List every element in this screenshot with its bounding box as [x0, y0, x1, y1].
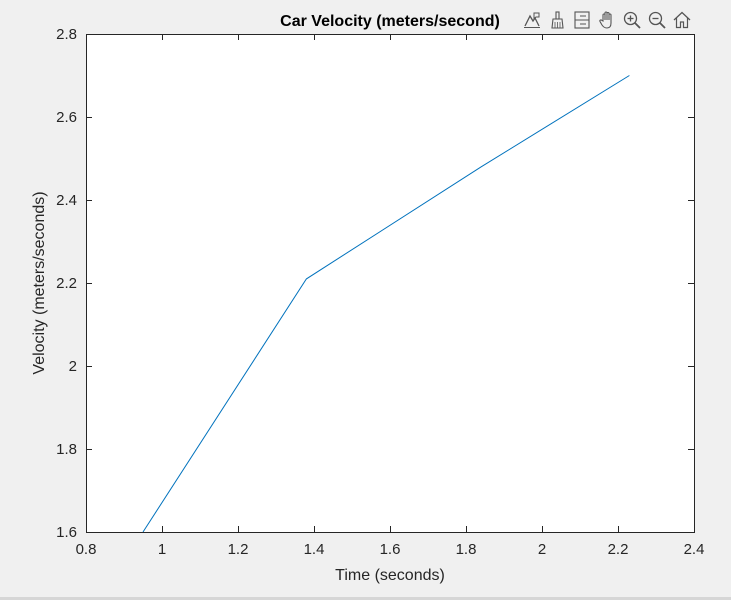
- x-tick-label: 0.8: [76, 541, 97, 558]
- x-tick-label: 2.2: [608, 541, 629, 558]
- zoom-out-button[interactable]: [645, 8, 669, 32]
- zoom-in-icon: [623, 11, 641, 29]
- x-tick-label: 1.8: [456, 541, 477, 558]
- x-tick-label: 1: [158, 541, 166, 558]
- zoom-out-icon: [648, 11, 666, 29]
- y-tick-label: 2.4: [56, 192, 77, 209]
- x-tick-label: 2: [538, 541, 546, 558]
- data-tips-icon: [524, 12, 540, 28]
- y-tick-label: 1.6: [56, 524, 77, 541]
- data-tips-button[interactable]: [520, 8, 544, 32]
- x-tick-label: 1.4: [304, 541, 325, 558]
- axes-background[interactable]: [86, 34, 694, 532]
- zoom-in-button[interactable]: [620, 8, 644, 32]
- series-line: [142, 75, 630, 533]
- y-tick-label: 2.6: [56, 109, 77, 126]
- window-bottom-edge: [0, 597, 731, 600]
- pan-icon: [599, 11, 612, 29]
- y-tick-label: 2: [69, 358, 77, 375]
- y-axis-label: Velocity (meters/seconds): [31, 191, 48, 374]
- y-tick-label: 2.2: [56, 275, 77, 292]
- home-icon: [673, 11, 691, 29]
- brush-icon: [551, 11, 564, 29]
- y-tick-label: 2.8: [56, 26, 77, 43]
- x-tick-label: 1.6: [380, 541, 401, 558]
- data-link-button[interactable]: [570, 8, 594, 32]
- brush-button[interactable]: [545, 8, 569, 32]
- y-tick-label: 1.8: [56, 441, 77, 458]
- x-axis-label: Time (seconds): [335, 567, 445, 584]
- x-tick-label: 1.2: [228, 541, 249, 558]
- pan-button[interactable]: [595, 8, 619, 32]
- axes-toolbar: [520, 8, 694, 32]
- restore-view-button[interactable]: [670, 8, 694, 32]
- x-tick-label: 2.4: [684, 541, 705, 558]
- axes-frame: [86, 34, 695, 533]
- data-link-icon: [574, 11, 590, 29]
- chart-title: Car Velocity (meters/second): [280, 13, 500, 30]
